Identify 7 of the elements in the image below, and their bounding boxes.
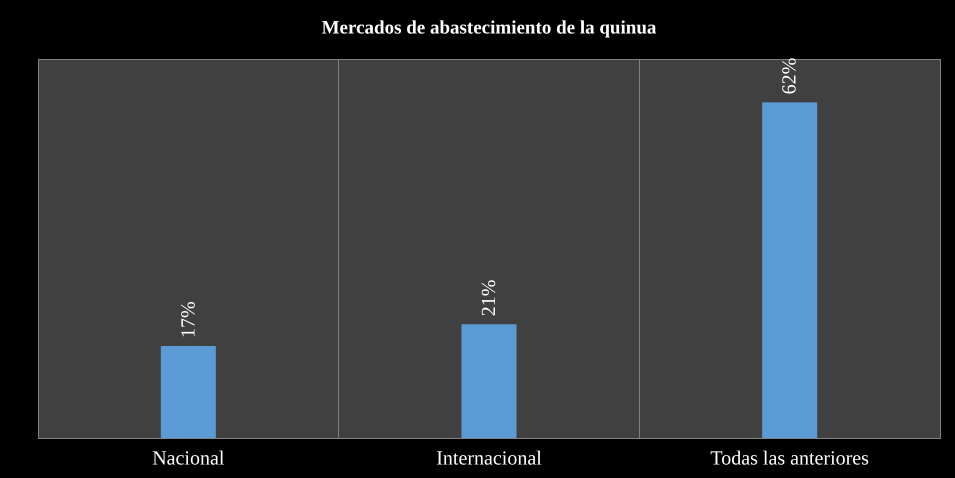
data-label: 21% <box>478 280 500 316</box>
x-tick-label: Nacional <box>152 448 225 470</box>
data-label: 62% <box>778 58 801 94</box>
data-label: 17% <box>177 301 200 338</box>
x-tick-label: Todas las anteriores <box>710 448 870 470</box>
x-tick-label: Internacional <box>436 448 542 470</box>
chart-title: Mercados de abastecimiento de la quinua <box>322 18 657 39</box>
